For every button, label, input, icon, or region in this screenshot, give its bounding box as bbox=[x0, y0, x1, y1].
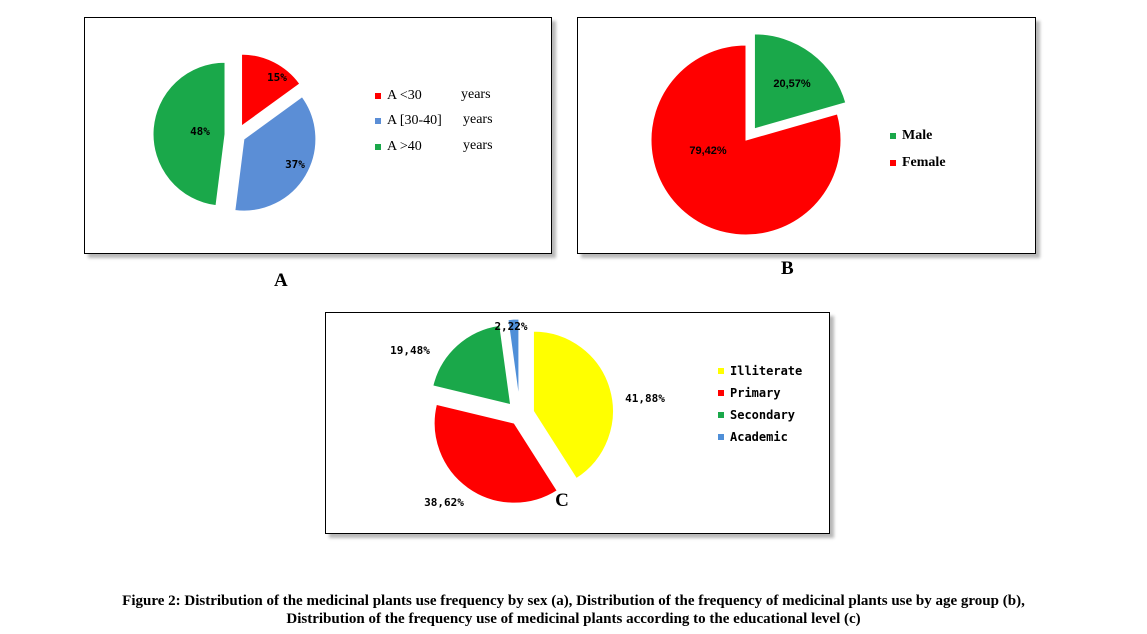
legend-label: Academic bbox=[730, 430, 788, 444]
pie-slice-illiterate bbox=[532, 330, 614, 480]
chart-panel-a: 15% 37% 48% A <30 years A [30-40] years A … bbox=[84, 17, 552, 254]
legend-label: Illiterate bbox=[730, 364, 803, 378]
legend-swatch bbox=[718, 434, 724, 440]
data-label: 19,48% bbox=[390, 344, 430, 357]
legend-swatch bbox=[718, 368, 724, 374]
data-label: 41,88% bbox=[625, 392, 665, 405]
legend-item-a-1: A [30-40] bbox=[375, 113, 442, 129]
legend-item-a-0: A <30 bbox=[375, 88, 422, 104]
legend-years: years bbox=[463, 112, 493, 127]
legend-swatch bbox=[375, 144, 381, 150]
pie-slice-primary bbox=[433, 403, 558, 504]
legend-label: Primary bbox=[730, 386, 781, 400]
legend-swatch bbox=[890, 133, 896, 139]
legend-label: Female bbox=[902, 155, 946, 170]
legend-item-c-1: Primary bbox=[718, 386, 781, 400]
pie-slice-a-30 bbox=[241, 53, 301, 128]
legend-label: A <30 bbox=[387, 88, 422, 103]
legend-item-a-2: A >40 bbox=[375, 139, 422, 155]
legend-label: Secondary bbox=[730, 408, 796, 422]
pie-slice-a-40 bbox=[152, 61, 226, 207]
legend-swatch bbox=[890, 160, 896, 166]
pie-slice-academic bbox=[507, 318, 520, 400]
legend-label: A >40 bbox=[387, 139, 422, 154]
legend-label: Male bbox=[902, 128, 933, 143]
panel-label-c: C bbox=[555, 490, 569, 511]
panel-label-a: A bbox=[274, 270, 288, 291]
pie-slice-female bbox=[650, 44, 842, 236]
chart-panel-b: 20,57% 79,42% Male Female bbox=[577, 17, 1036, 254]
legend-item-c-3: Academic bbox=[718, 430, 788, 444]
legend-swatch bbox=[375, 93, 381, 99]
pie-slice-male bbox=[753, 33, 847, 130]
data-label: 37% bbox=[285, 158, 305, 171]
data-label: 48% bbox=[190, 125, 210, 138]
data-label: 20,57% bbox=[773, 78, 811, 90]
figure-caption-line-1: Figure 2: Distribution of the medicinal … bbox=[122, 593, 1025, 609]
panel-label-b: B bbox=[781, 258, 794, 279]
pie-slice-secondary bbox=[432, 324, 512, 406]
legend-swatch bbox=[375, 118, 381, 124]
legend-item-b-0: Male bbox=[890, 128, 932, 144]
figure-caption-line-2: Distribution of the frequency use of med… bbox=[286, 611, 861, 627]
legend-years: years bbox=[461, 87, 491, 102]
legend-item-c-0: Illiterate bbox=[718, 364, 802, 378]
legend-label: A [30-40] bbox=[387, 113, 442, 128]
legend-item-c-2: Secondary bbox=[718, 408, 795, 422]
legend-swatch bbox=[718, 412, 724, 418]
data-label: 15% bbox=[267, 71, 287, 84]
data-label: 79,42% bbox=[689, 145, 727, 157]
legend-swatch bbox=[718, 390, 724, 396]
chart-panel-c: 41,88% 38,62% 19,48% 2,22% C Illiterate Prim… bbox=[325, 312, 830, 534]
data-label: 38,62% bbox=[424, 496, 464, 509]
pie-chart-b: 20,57% 79,42% bbox=[650, 33, 847, 236]
pie-slice-a-30-40 bbox=[234, 96, 317, 212]
legend-item-b-1: Female bbox=[890, 155, 946, 171]
legend-years: years bbox=[463, 138, 493, 153]
pie-chart-a: 15% 37% 48% bbox=[152, 53, 317, 212]
pie-chart-c: 41,88% 38,62% 19,48% 2,22% C bbox=[390, 318, 665, 511]
data-label: 2,22% bbox=[494, 320, 527, 333]
